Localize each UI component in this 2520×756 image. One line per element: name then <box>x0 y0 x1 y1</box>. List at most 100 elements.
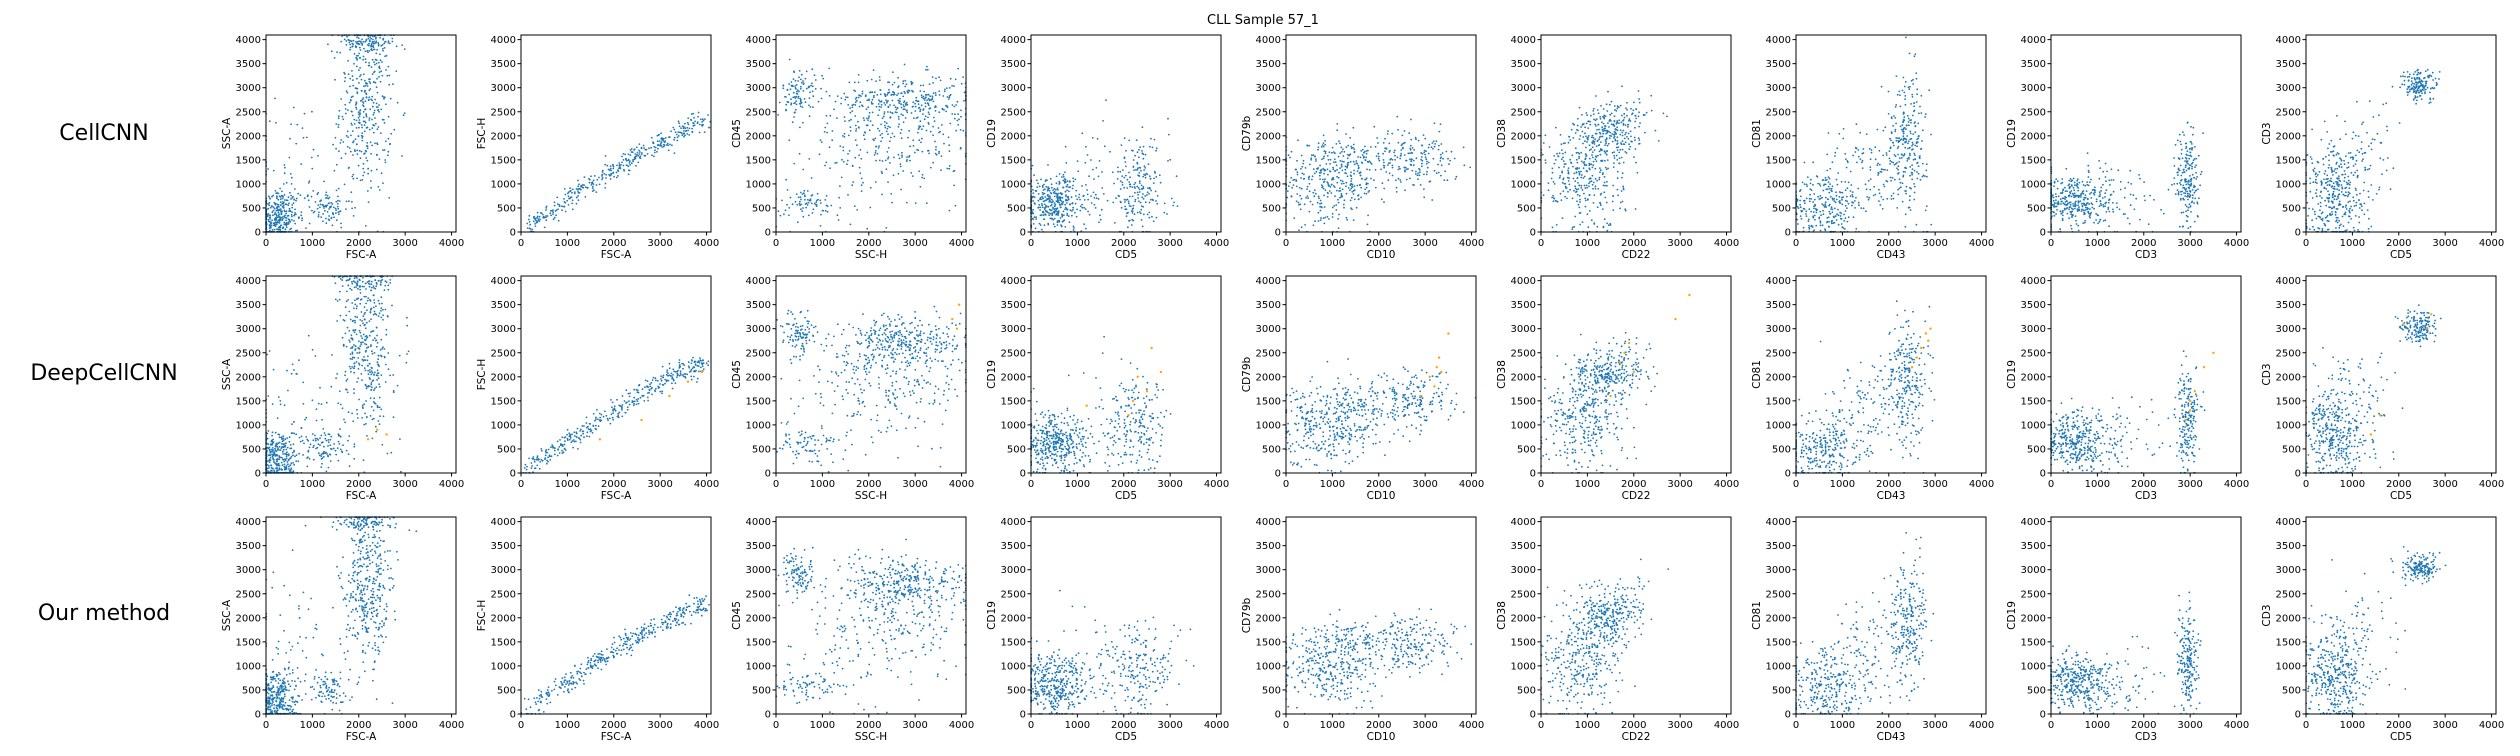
data-point <box>858 105 861 108</box>
data-point <box>849 126 852 129</box>
data-point <box>1899 94 1901 96</box>
data-point <box>562 205 565 208</box>
data-point <box>902 121 905 123</box>
data-point <box>1834 215 1837 217</box>
data-point <box>274 190 277 192</box>
data-point <box>1559 134 1562 136</box>
data-point <box>1319 164 1321 167</box>
data-point <box>887 111 889 113</box>
data-point <box>1591 166 1594 169</box>
data-point <box>580 185 582 188</box>
data-point <box>1338 171 1340 174</box>
data-point <box>606 164 609 167</box>
data-point <box>885 99 887 102</box>
data-point <box>1136 167 1139 170</box>
data-point <box>344 112 347 115</box>
data-point <box>825 195 828 197</box>
data-point <box>1415 157 1418 160</box>
y-tick-label: 0 <box>255 228 261 239</box>
data-point <box>934 94 937 97</box>
data-point <box>935 77 937 80</box>
data-point <box>1619 129 1622 132</box>
y-tick-label: 3000 <box>1256 83 1281 94</box>
data-point <box>1815 208 1818 211</box>
y-tick-label: 500 <box>242 203 261 214</box>
data-point <box>337 117 340 120</box>
data-point <box>368 62 370 64</box>
x-axis-label: SSC-H <box>855 249 887 261</box>
data-point <box>369 108 371 110</box>
data-point <box>327 197 330 200</box>
data-point <box>1581 130 1584 133</box>
data-point <box>2068 179 2071 182</box>
data-point <box>1424 156 1427 159</box>
data-point <box>1598 150 1601 153</box>
data-point <box>1608 126 1610 128</box>
data-point <box>1407 168 1409 170</box>
data-point <box>571 188 574 191</box>
data-point <box>1055 182 1058 185</box>
data-point <box>901 154 903 157</box>
data-point <box>352 177 355 180</box>
data-point <box>1355 206 1358 209</box>
data-point <box>1612 184 1615 187</box>
data-point <box>289 220 291 223</box>
data-point <box>683 130 685 132</box>
data-point <box>327 43 329 46</box>
data-point <box>372 38 374 41</box>
data-point <box>1387 164 1389 166</box>
data-point <box>1595 118 1598 120</box>
data-point <box>1134 200 1136 203</box>
data-point <box>1335 209 1338 211</box>
data-point <box>1578 106 1581 109</box>
data-point <box>897 118 900 120</box>
data-point <box>1348 154 1350 157</box>
data-point <box>613 175 615 178</box>
data-point <box>2082 222 2085 225</box>
data-point <box>374 122 377 125</box>
data-point <box>908 129 911 132</box>
data-point <box>569 190 571 193</box>
data-point <box>640 147 643 150</box>
data-point <box>1612 195 1614 198</box>
data-point <box>1592 136 1595 139</box>
data-point <box>814 79 817 81</box>
data-point <box>365 157 368 159</box>
data-point <box>535 221 538 224</box>
data-point <box>879 89 882 91</box>
data-point <box>788 139 791 142</box>
data-point <box>803 189 806 192</box>
data-point <box>1583 184 1586 187</box>
data-point <box>900 188 902 191</box>
data-point <box>545 219 548 222</box>
data-point <box>1603 114 1606 117</box>
data-point <box>903 105 905 108</box>
data-point <box>1350 180 1353 183</box>
data-point <box>1924 116 1926 118</box>
data-point <box>1813 229 1815 232</box>
data-point <box>874 181 877 183</box>
data-point <box>2084 184 2087 187</box>
data-point <box>610 172 612 175</box>
data-point <box>1609 113 1612 116</box>
data-point <box>1339 160 1342 162</box>
data-point <box>1619 207 1621 210</box>
data-point <box>1568 183 1571 186</box>
data-point <box>579 188 582 191</box>
data-point <box>1846 187 1849 190</box>
data-point <box>1914 53 1917 56</box>
data-point <box>1088 213 1091 216</box>
data-point <box>347 39 350 41</box>
data-point <box>1924 113 1927 115</box>
data-point <box>812 208 815 211</box>
data-point <box>1588 157 1591 160</box>
data-point <box>277 214 280 217</box>
data-point <box>1900 128 1903 131</box>
data-point <box>387 137 390 140</box>
data-point <box>932 125 934 128</box>
y-tick-label: 3000 <box>236 83 261 94</box>
data-point <box>808 97 811 99</box>
data-point <box>545 209 547 211</box>
data-point <box>1463 164 1466 167</box>
data-point <box>1616 140 1619 142</box>
